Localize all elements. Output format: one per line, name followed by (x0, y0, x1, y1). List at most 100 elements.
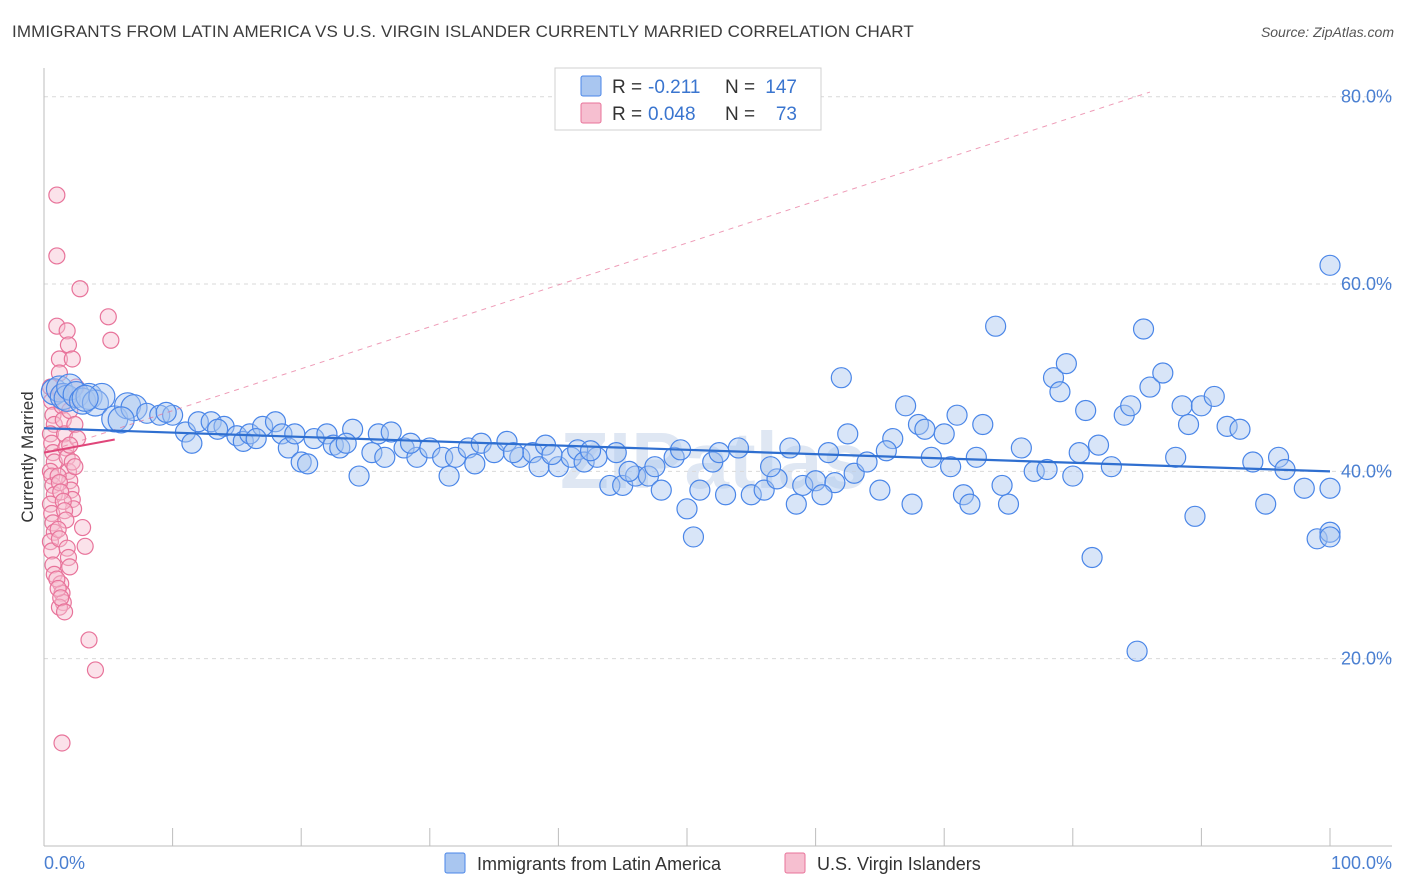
blue-point (1319, 526, 1341, 548)
blue-point (1132, 318, 1155, 340)
pink-point (48, 247, 66, 265)
blue-point (71, 384, 99, 412)
blue-point (1120, 395, 1142, 417)
blue-point (1177, 413, 1200, 436)
blue-point (727, 437, 750, 459)
source-label: Source: ZipAtlas.com (1260, 24, 1394, 40)
blue-point (837, 423, 859, 445)
legend-r-value: 0.048 (648, 104, 696, 125)
blue-point (1319, 521, 1341, 543)
blue-point (541, 443, 563, 466)
x-tick-label: 0.0% (44, 853, 85, 873)
blue-point (45, 375, 74, 403)
blue-point (1126, 640, 1148, 662)
blue-point (502, 442, 524, 464)
pink-point (71, 280, 89, 298)
blue-point (1049, 381, 1071, 403)
blue-point (1036, 458, 1058, 481)
blue-point (1075, 399, 1097, 422)
blue-point (811, 484, 833, 506)
blue-point (1087, 434, 1110, 456)
blue-point (1184, 505, 1206, 527)
blue-point (40, 378, 68, 406)
blue-point (1203, 385, 1225, 408)
pink-point (73, 518, 92, 537)
legend-r-label: R = (612, 104, 642, 125)
blue-point (284, 423, 306, 445)
legend-n-label: N = (725, 104, 755, 125)
blue-point (573, 451, 595, 473)
pink-point (76, 537, 94, 555)
blue-point (599, 474, 621, 497)
blue-point (817, 442, 840, 464)
blue-point (207, 418, 229, 440)
blue-point (1255, 493, 1277, 515)
blue-point (264, 411, 287, 433)
blue-point (997, 493, 1020, 515)
bottom-legend: Immigrants from Latin America U.S. Virgin… (444, 852, 981, 874)
pink-point (55, 603, 74, 621)
pink-point (61, 558, 79, 576)
pink-point (48, 317, 66, 335)
pink-bottom-legend-swatch (784, 852, 806, 874)
data-points (40, 186, 1341, 752)
blue-point (740, 484, 762, 506)
x-tick-label: 100.0% (1331, 853, 1392, 873)
blue-point (792, 474, 814, 497)
pink-point (99, 308, 117, 326)
blue-legend-swatch (580, 75, 602, 97)
blue-point (1229, 418, 1251, 440)
pink-point (48, 186, 66, 204)
pink-point (80, 631, 98, 649)
pink-point (52, 589, 70, 607)
blue-point (1165, 446, 1187, 468)
blue-point (895, 395, 917, 417)
blue-point (1139, 376, 1161, 398)
blue-point (380, 421, 402, 443)
blue-point (650, 479, 672, 501)
blue-point (107, 406, 135, 434)
blue-trend-line (43, 427, 1331, 473)
pink-point (86, 661, 105, 679)
blue-point (959, 493, 981, 515)
blue-point (618, 460, 640, 482)
pink-point (61, 436, 79, 454)
bottom-legend-label: Immigrants from Latin America (477, 854, 722, 874)
blue-point (1081, 546, 1103, 569)
blue-point (933, 423, 955, 445)
blue-point (464, 453, 486, 475)
blue-point (579, 440, 602, 462)
pink-point (63, 453, 81, 471)
pink-point (45, 453, 63, 471)
blue-point (682, 526, 705, 548)
blue-point (374, 446, 396, 468)
blue-point (1152, 362, 1174, 384)
blue-point (965, 446, 987, 468)
pink-trend-extension (43, 91, 1151, 454)
grid (44, 96, 1392, 660)
y-tick-label: 20.0% (1341, 649, 1392, 669)
blue-point (1055, 353, 1077, 375)
y-axis-label: Currently Married (18, 391, 37, 522)
tick-labels: 20.0% 40.0% 60.0% 80.0% 0.0% 100.0% (44, 87, 1392, 873)
blue-point (714, 484, 737, 506)
blue-point (348, 465, 370, 487)
legend-n-label: N = (725, 77, 755, 98)
chart-title: IMMIGRANTS FROM LATIN AMERICA VS U.S. VI… (12, 22, 914, 41)
legend-r-label: R = (612, 77, 642, 98)
blue-point (1293, 477, 1315, 499)
blue-point (1267, 446, 1290, 468)
blue-point (1319, 477, 1341, 499)
blue-point (766, 468, 788, 490)
trend-lines (43, 91, 1331, 473)
blue-point (528, 456, 550, 478)
y-tick-label: 40.0% (1341, 461, 1392, 481)
blue-point (882, 427, 904, 450)
blue-point (785, 493, 807, 515)
pink-legend-swatch (580, 102, 602, 124)
blue-point (297, 453, 319, 475)
bottom-legend-label: U.S. Virgin Islanders (817, 854, 981, 874)
blue-point (496, 430, 518, 452)
blue-point (676, 498, 698, 520)
